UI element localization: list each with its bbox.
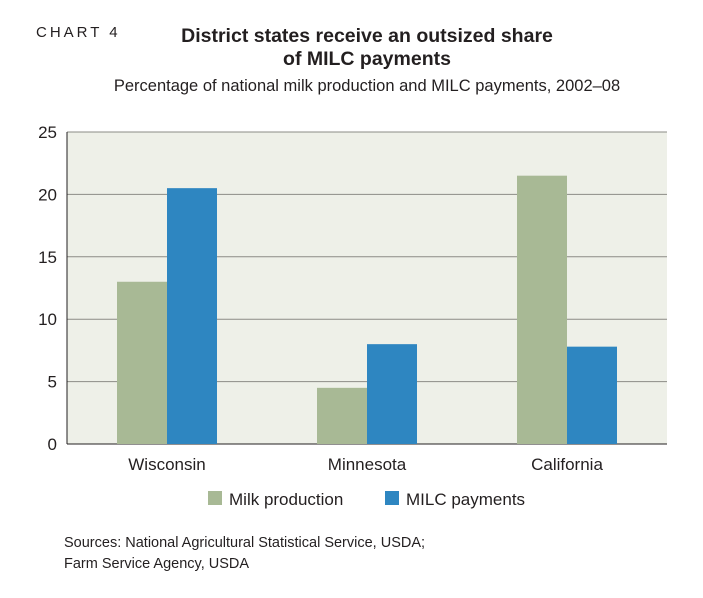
sources-line-2: Farm Service Agency, USDA xyxy=(64,556,250,572)
y-tick-label: 0 xyxy=(48,435,57,454)
y-tick-label: 10 xyxy=(38,310,57,329)
chart-title-line-2: of MILC payments xyxy=(283,48,451,70)
bar-milc-payments-california xyxy=(567,346,617,444)
y-tick-label: 25 xyxy=(38,123,57,142)
bar-milc-payments-minnesota xyxy=(367,344,417,444)
y-tick-label: 5 xyxy=(48,373,57,392)
legend-label: Milk production xyxy=(229,490,343,509)
x-tick-label: California xyxy=(531,455,603,474)
legend-swatch xyxy=(385,491,399,505)
bar-chart: 0 5 10 15 20 25 Wisconsin Minnesota California Mi… xyxy=(38,123,667,509)
chart-title-line-1: District states receive an outsized shar… xyxy=(181,25,553,47)
legend-label: MILC payments xyxy=(406,490,525,509)
bar-milk-production-california xyxy=(517,175,567,444)
x-tick-label: Wisconsin xyxy=(128,455,205,474)
bar-milk-production-wisconsin xyxy=(117,281,167,444)
y-tick-label: 20 xyxy=(38,185,57,204)
chart-number-label: CHART 4 xyxy=(36,24,121,41)
bar-milc-payments-wisconsin xyxy=(167,188,217,444)
bar-milk-production-minnesota xyxy=(317,387,367,444)
sources-line-1: Sources: National Agricultural Statistic… xyxy=(64,535,426,551)
legend-swatch xyxy=(208,491,222,505)
chart-subtitle: Percentage of national milk production a… xyxy=(113,77,621,95)
x-tick-label: Minnesota xyxy=(328,455,407,474)
y-tick-label: 15 xyxy=(38,248,57,267)
